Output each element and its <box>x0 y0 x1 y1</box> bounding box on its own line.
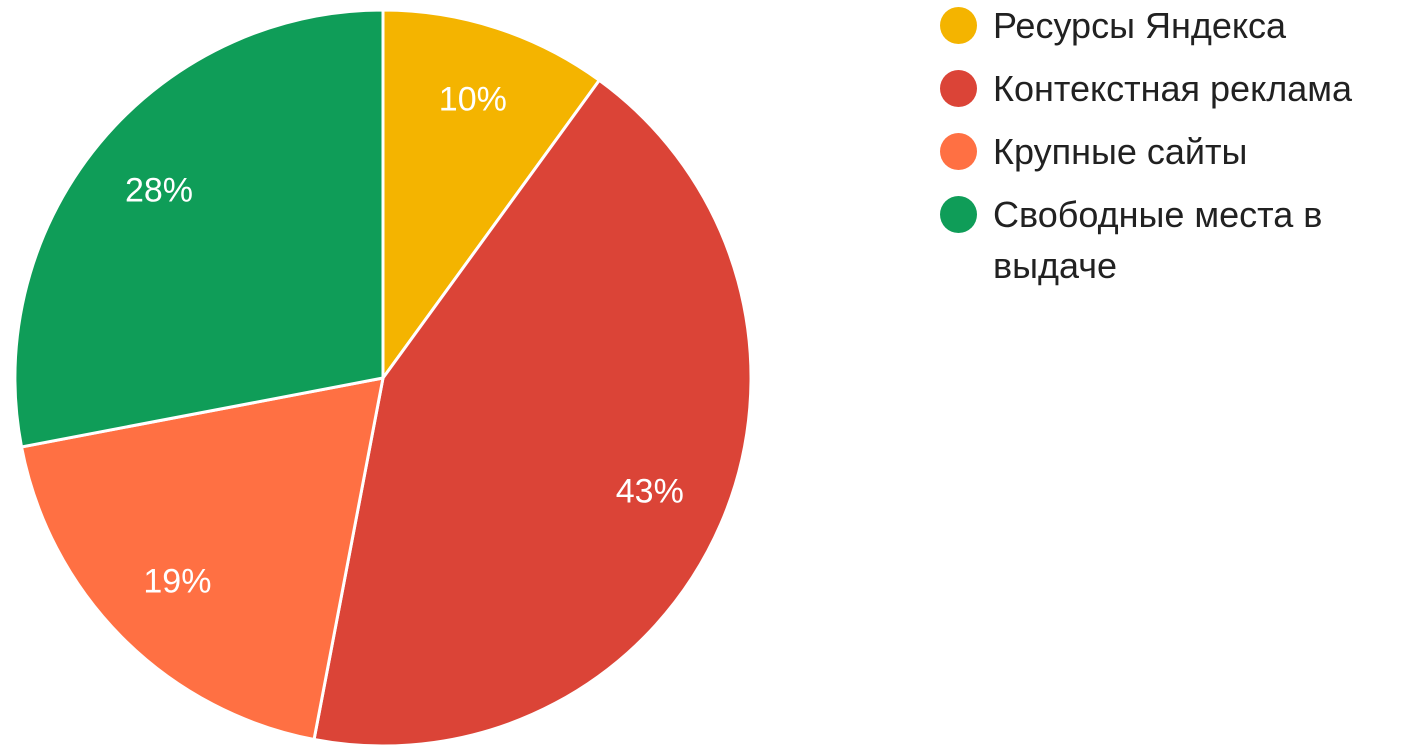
data-label: 43% <box>616 472 684 510</box>
legend-item: Свободные места в выдаче <box>940 189 1360 291</box>
legend-item: Ресурсы Яндекса <box>940 0 1360 51</box>
pie-slice <box>13 8 385 449</box>
pie-slice <box>19 376 385 742</box>
legend-marker <box>940 196 977 233</box>
legend-marker <box>940 7 977 44</box>
legend-label: Контекстная реклама <box>993 68 1353 109</box>
pie-slice <box>312 78 753 748</box>
data-label: 10% <box>439 80 507 118</box>
legend-item: Крупные сайты <box>940 126 1360 177</box>
legend: Ресурсы Яндекса Контекстная реклама Крупны… <box>940 0 1360 303</box>
legend-item: Контекстная реклама <box>940 63 1360 114</box>
data-label: 28% <box>125 172 193 210</box>
legend-label: Ресурсы Яндекса <box>993 5 1287 46</box>
pie-slice <box>381 8 602 383</box>
legend-label: Свободные места в выдаче <box>993 194 1323 286</box>
data-label: 19% <box>143 563 211 601</box>
legend-marker <box>940 133 977 170</box>
legend-marker <box>940 70 977 107</box>
legend-label: Крупные сайты <box>993 131 1248 172</box>
